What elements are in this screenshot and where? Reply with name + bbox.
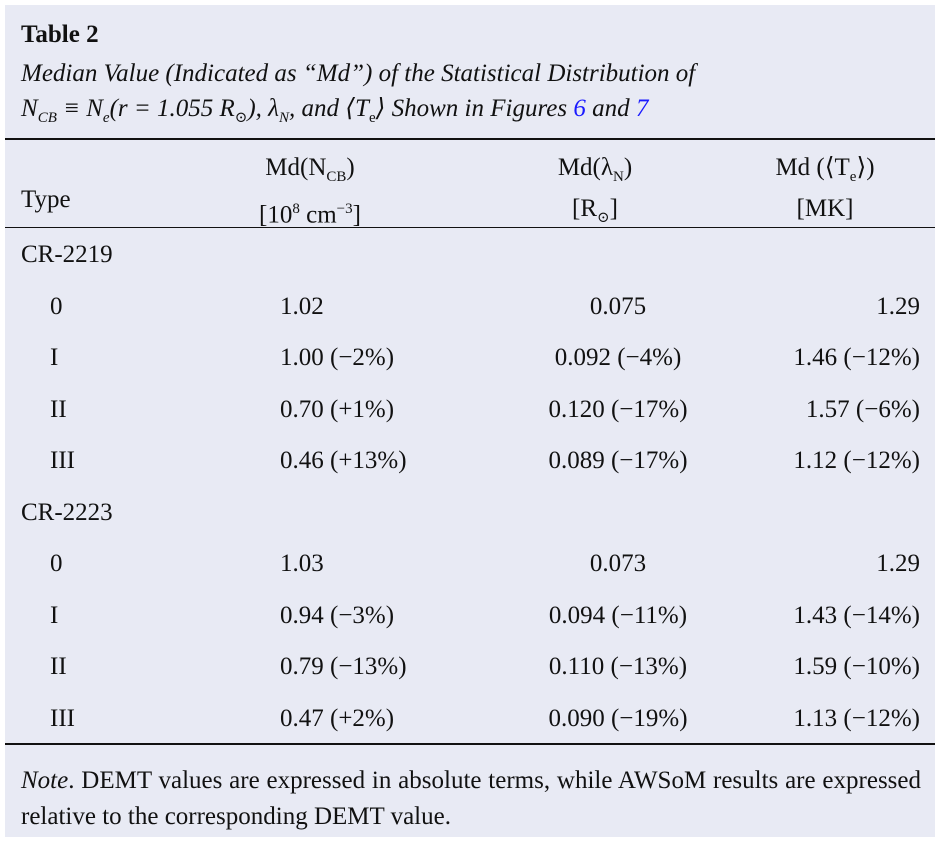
cell-type: III bbox=[50, 447, 75, 474]
cell-lambda: 0.073 bbox=[589, 550, 647, 577]
table-label: Table 2 bbox=[21, 21, 99, 48]
header-ncb: Md(NCB) [108 cm−3] bbox=[259, 154, 361, 229]
cell-te: 1.29 bbox=[876, 292, 920, 320]
cell-lambda: 0.089 (−17%) bbox=[548, 447, 688, 474]
cell-te: 1.29 bbox=[876, 550, 920, 577]
header-type: Type bbox=[21, 186, 71, 213]
bottom-rule bbox=[5, 743, 935, 745]
cell-te: 1.59 (−10%) bbox=[793, 653, 920, 680]
cell-type: II bbox=[50, 653, 67, 680]
cell-ncb: 0.46 (+13%) bbox=[280, 447, 407, 474]
cell-te: 1.57 (−6%) bbox=[805, 395, 920, 423]
table-note: Note. DEMT values are expressed in absol… bbox=[21, 767, 921, 830]
top-rule bbox=[5, 138, 935, 140]
cell-te: 1.46 (−12%) bbox=[793, 344, 920, 371]
cell-ncb: 1.03 bbox=[280, 550, 324, 577]
group-label: CR-2223 bbox=[21, 498, 113, 526]
cell-lambda: 0.090 (−19%) bbox=[548, 704, 688, 732]
table-caption: Median Value (Indicated as “Md”) of the … bbox=[21, 60, 696, 126]
cell-type: II bbox=[50, 395, 67, 423]
cell-ncb: 1.00 (−2%) bbox=[280, 344, 395, 371]
cell-lambda: 0.110 (−13%) bbox=[548, 653, 688, 680]
cell-ncb: 1.02 bbox=[280, 292, 324, 320]
cell-type: 0 bbox=[50, 550, 63, 577]
table-panel: Table 2 Median Value (Indicated as “Md”)… bbox=[5, 5, 935, 837]
cell-ncb: 0.70 (+1%) bbox=[280, 395, 395, 423]
cell-lambda: 0.075 bbox=[589, 292, 647, 320]
cell-te: 1.12 (−12%) bbox=[793, 447, 920, 474]
cell-lambda: 0.120 (−17%) bbox=[548, 395, 688, 423]
cell-type: III bbox=[50, 704, 75, 732]
cell-te: 1.43 (−14%) bbox=[793, 601, 920, 629]
group-label: CR-2219 bbox=[21, 241, 113, 268]
header-rule bbox=[5, 227, 935, 228]
cell-ncb: 0.79 (−13%) bbox=[280, 653, 407, 680]
header-te: Md (⟨Te⟩) [MK] bbox=[775, 154, 875, 222]
cell-ncb: 0.94 (−3%) bbox=[280, 601, 395, 629]
cell-lambda: 0.094 (−11%) bbox=[548, 601, 688, 629]
cell-type: 0 bbox=[50, 292, 63, 320]
figure-6-link[interactable]: 6 bbox=[573, 95, 586, 122]
cell-te: 1.13 (−12%) bbox=[793, 704, 920, 732]
cell-type: I bbox=[50, 601, 59, 629]
figure-7-link[interactable]: 7 bbox=[635, 95, 649, 122]
cell-ncb: 0.47 (+2%) bbox=[280, 704, 395, 732]
header-lambda: Md(λN) [R⊙] bbox=[557, 154, 633, 226]
cell-type: I bbox=[50, 344, 59, 371]
cell-lambda: 0.092 (−4%) bbox=[554, 344, 682, 371]
